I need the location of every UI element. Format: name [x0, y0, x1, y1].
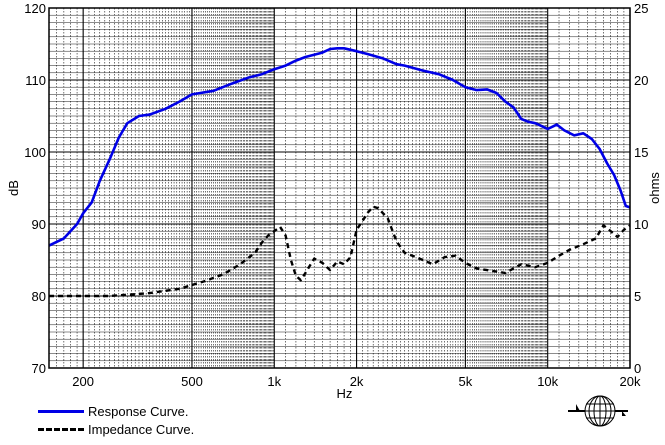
y-tick-label-left: 110: [25, 73, 46, 88]
y-tick-label-right: 0: [634, 361, 641, 376]
x-tick-label: 10k: [537, 374, 558, 389]
x-tick-label: 1k: [267, 374, 281, 389]
y-tick-label-left: 120: [24, 1, 46, 16]
y-tick-label-right: 15: [634, 145, 648, 160]
y-tick-label-right: 10: [634, 217, 648, 232]
y-tick-label-left: 80: [32, 289, 46, 304]
legend-label-impedance: Impedance Curve.: [88, 421, 195, 437]
y-axis-title-right: ohms: [647, 172, 662, 204]
y-tick-label-right: 25: [634, 1, 648, 16]
y-tick-label-left: 100: [24, 145, 46, 160]
legend-item-impedance: Impedance Curve.: [38, 420, 194, 438]
brand-globe-logo: [568, 395, 628, 427]
x-axis-title: Hz: [337, 386, 353, 401]
y-tick-label-left: 90: [32, 217, 46, 232]
series-line-impedance: [49, 205, 631, 298]
legend-swatch-impedance: [38, 427, 84, 431]
y-tick-label-right: 5: [634, 289, 641, 304]
chart-series: [48, 47, 631, 298]
x-tick-label: 500: [181, 374, 203, 389]
legend-label-response: Response Curve.: [88, 403, 189, 419]
legend-swatch-response: [38, 409, 84, 413]
series-line-response: [48, 47, 631, 247]
x-tick-label: 20k: [620, 374, 641, 389]
legend-item-response: Response Curve.: [38, 402, 188, 420]
y-axis-title-left: dB: [6, 180, 21, 196]
y-tick-label-left: 70: [32, 361, 46, 376]
plot-frame: [48, 7, 631, 369]
x-tick-label: 5k: [459, 374, 473, 389]
chart-grid: [49, 7, 631, 369]
chart-tick-labels: 200 500 1k 2k 5k 10k 20k 70 80 90 100 110 120 0 5 10 15 2…: [24, 1, 648, 389]
x-tick-label: 200: [72, 374, 94, 389]
x-tick-label: 2k: [350, 374, 364, 389]
y-tick-label-right: 20: [634, 73, 648, 88]
